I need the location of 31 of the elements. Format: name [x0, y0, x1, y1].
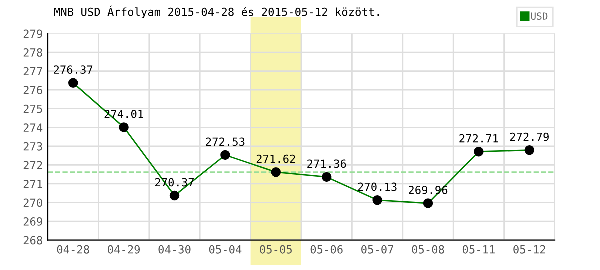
y-tick-label: 271: [24, 180, 42, 188]
y-tick-label: 272: [24, 161, 42, 170]
y-tick-label: 270: [24, 198, 42, 208]
data-label: 271.36: [308, 160, 346, 168]
y-tick-label: 274: [24, 124, 43, 132]
data-label: 276.37: [54, 66, 93, 74]
data-label: 271.62: [256, 154, 296, 164]
y-tick-label: 269: [24, 218, 42, 226]
y-tick-label: 278: [24, 48, 42, 57]
y-tick-label: 273: [24, 142, 42, 151]
chart-title: MNB USD Árfolyam 2015-04-28 és 2015-05-12 között.: [54, 6, 380, 18]
x-tick-label: 04-28: [57, 245, 90, 254]
x-tick-label: 05-04: [209, 245, 242, 254]
y-tick-label: 275: [24, 104, 42, 114]
legend-label: USD: [531, 12, 548, 20]
data-label: 272.71: [460, 134, 498, 143]
x-tick-label: 05-11: [462, 245, 495, 254]
data-label: 272.53: [206, 138, 245, 146]
x-tick-label: 04-29: [108, 245, 140, 254]
y-tick-label: 279: [24, 30, 42, 38]
x-tick-label: 05-08: [412, 245, 444, 254]
data-label: 270.13: [358, 182, 397, 192]
x-tick-label: 04-30: [158, 245, 191, 254]
x-tick-label: 05-06: [310, 245, 343, 254]
data-label: 272.79: [510, 132, 549, 142]
x-tick-label: 05-05: [260, 245, 292, 254]
x-tick-label: 05-12: [514, 245, 546, 254]
x-tick-label: 05-07: [362, 245, 394, 254]
y-tick-label: 277: [24, 67, 42, 76]
y-tick-label: 276: [24, 86, 42, 94]
y-tick-label: 268: [24, 236, 42, 245]
